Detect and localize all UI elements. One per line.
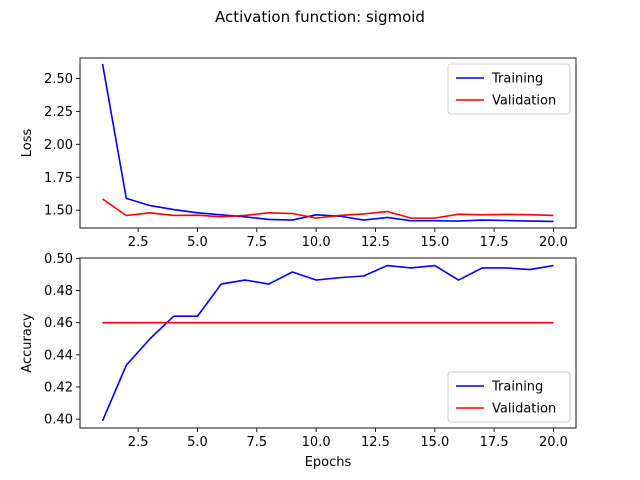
y-tick-label: 2.00 <box>44 138 73 153</box>
series-line-training <box>101 264 554 422</box>
legend-label-training: Training <box>491 380 543 395</box>
y-tick-label: 0.40 <box>44 413 73 428</box>
x-tick-label: 5.0 <box>187 435 208 450</box>
y-tick-label: 1.50 <box>44 204 73 219</box>
axes-frame <box>79 57 577 229</box>
y-tick-label: 0.50 <box>44 252 73 267</box>
legend-label-validation: Validation <box>492 94 556 109</box>
x-axis-label: Epochs <box>305 455 352 470</box>
y-tick-label: 2.25 <box>44 105 73 120</box>
y-tick-label: 0.48 <box>44 284 73 299</box>
legend-label-validation: Validation <box>492 402 556 417</box>
x-tick-label: 2.5 <box>128 435 149 450</box>
loss-subplot: 2.5 5.0 7.5 10.0 12.5 15.0 17.5 20.0 1.50 1.75 2.0… <box>20 57 577 250</box>
x-tick-label: 7.5 <box>246 235 267 250</box>
x-tick-label: 15.0 <box>420 235 449 250</box>
legend: Training Validation <box>447 63 571 115</box>
y-tick-label: 0.46 <box>44 316 73 331</box>
x-tick-label: 17.5 <box>480 435 509 450</box>
x-tick-label: 2.5 <box>128 235 149 250</box>
figure-title: Activation function: sigmoid <box>215 8 425 26</box>
x-tick-label: 12.5 <box>361 235 390 250</box>
x-tick-label: 10.0 <box>302 435 331 450</box>
series-line-training <box>101 63 554 223</box>
accuracy-subplot: 2.5 5.0 7.5 10.0 12.5 15.0 17.5 20.0 0.40 0.42 0.4… <box>20 252 577 470</box>
x-tick-label: 15.0 <box>420 435 449 450</box>
x-tick-label: 5.0 <box>187 235 208 250</box>
x-tick-label: 7.5 <box>246 435 267 450</box>
x-tick-label: 20.0 <box>539 435 568 450</box>
y-axis-label: Accuracy <box>20 313 35 373</box>
legend-label-training: Training <box>491 72 543 87</box>
y-axis-label: Loss <box>20 129 35 158</box>
y-tick-label: 2.50 <box>44 72 73 87</box>
legend-box <box>447 371 571 423</box>
y-tick-label: 0.42 <box>44 380 73 395</box>
series-line-validation <box>102 198 554 219</box>
x-tick-label: 10.0 <box>302 235 331 250</box>
x-tick-label: 20.0 <box>539 235 568 250</box>
legend-box <box>447 63 571 115</box>
axes-frame <box>79 257 577 429</box>
y-tick-label: 1.75 <box>44 171 73 186</box>
legend: Training Validation <box>447 371 571 423</box>
x-tick-label: 17.5 <box>480 235 509 250</box>
y-tick-label: 0.44 <box>44 348 73 363</box>
x-tick-label: 12.5 <box>361 435 390 450</box>
